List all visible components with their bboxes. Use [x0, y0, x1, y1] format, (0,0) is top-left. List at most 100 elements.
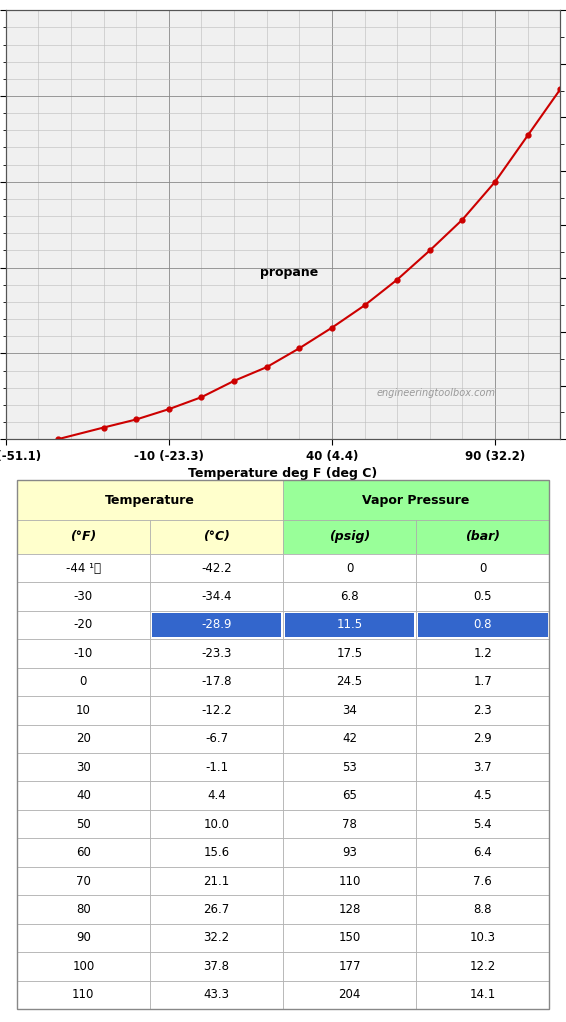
Bar	[150, 753, 283, 782]
Bar	[283, 838, 416, 867]
Bar	[283, 895, 416, 924]
Bar	[150, 895, 283, 924]
Text: -34.4: -34.4	[201, 590, 231, 603]
Bar	[283, 981, 416, 1009]
Bar	[416, 809, 549, 838]
Bar	[17, 924, 150, 953]
Text: 78: 78	[342, 818, 357, 831]
Bar	[152, 613, 281, 637]
Bar	[283, 782, 416, 809]
Text: 60: 60	[76, 846, 91, 860]
Text: 34: 34	[342, 704, 357, 716]
Bar	[17, 667, 150, 696]
Text: -23.3: -23.3	[201, 647, 231, 660]
Text: 14.1: 14.1	[470, 988, 496, 1002]
Bar	[285, 613, 414, 637]
Text: 10: 10	[76, 704, 91, 716]
Text: 7.6: 7.6	[473, 875, 492, 887]
Text: 11.5: 11.5	[337, 618, 363, 632]
Bar	[150, 667, 283, 696]
Bar	[17, 753, 150, 782]
Text: 8.8: 8.8	[473, 903, 492, 916]
Text: 20: 20	[76, 733, 91, 745]
Bar	[17, 838, 150, 867]
Text: (°C): (°C)	[203, 530, 230, 544]
Text: -10: -10	[74, 647, 93, 660]
Bar	[150, 953, 283, 981]
Bar	[283, 480, 549, 520]
Text: 37.8: 37.8	[203, 960, 229, 973]
Text: 3.7: 3.7	[473, 760, 492, 774]
Bar	[283, 554, 416, 583]
Bar	[283, 809, 416, 838]
Text: 40: 40	[76, 789, 91, 802]
Bar	[416, 639, 549, 667]
Bar	[416, 696, 549, 725]
Text: 70: 70	[76, 875, 91, 887]
Bar	[416, 981, 549, 1009]
Text: 110: 110	[338, 875, 361, 887]
Bar	[283, 924, 416, 953]
Bar	[17, 480, 283, 520]
Text: 0: 0	[479, 561, 486, 574]
Bar	[416, 782, 549, 809]
Text: Vapor Pressure: Vapor Pressure	[362, 494, 470, 507]
Bar	[17, 782, 150, 809]
Bar	[150, 981, 283, 1009]
Text: 2.3: 2.3	[473, 704, 492, 716]
Text: 53: 53	[342, 760, 357, 774]
Text: 26.7: 26.7	[203, 903, 230, 916]
Text: engineeringtoolbox.com: engineeringtoolbox.com	[377, 388, 496, 398]
Bar	[150, 782, 283, 809]
Text: 4.5: 4.5	[473, 789, 492, 802]
Text: 42: 42	[342, 733, 357, 745]
Bar	[416, 838, 549, 867]
Text: 12.2: 12.2	[470, 960, 496, 973]
Bar	[150, 838, 283, 867]
Bar	[150, 639, 283, 667]
Bar	[283, 696, 416, 725]
Text: -30: -30	[74, 590, 93, 603]
Text: 0: 0	[80, 676, 87, 689]
Text: 4.4: 4.4	[207, 789, 226, 802]
Text: 50: 50	[76, 818, 91, 831]
Text: -20: -20	[74, 618, 93, 632]
Text: 6.8: 6.8	[340, 590, 359, 603]
Text: 93: 93	[342, 846, 357, 860]
Bar	[17, 725, 150, 753]
Bar	[17, 867, 150, 895]
Text: propane: propane	[260, 266, 319, 279]
Bar	[283, 583, 416, 611]
Bar	[17, 554, 150, 583]
Bar	[17, 639, 150, 667]
Text: 128: 128	[338, 903, 361, 916]
Bar	[17, 953, 150, 981]
Bar	[17, 520, 150, 554]
Bar	[416, 867, 549, 895]
Bar	[283, 667, 416, 696]
Text: -28.9: -28.9	[201, 618, 231, 632]
Text: 204: 204	[338, 988, 361, 1002]
Bar	[416, 895, 549, 924]
Text: 24.5: 24.5	[337, 676, 363, 689]
Bar	[283, 639, 416, 667]
Text: 0.5: 0.5	[473, 590, 492, 603]
Text: 177: 177	[338, 960, 361, 973]
Bar	[17, 895, 150, 924]
Bar	[150, 725, 283, 753]
Text: 100: 100	[72, 960, 95, 973]
Text: 90: 90	[76, 931, 91, 944]
Text: -6.7: -6.7	[205, 733, 228, 745]
Text: Temperature: Temperature	[105, 494, 195, 507]
Bar	[416, 667, 549, 696]
Text: -17.8: -17.8	[201, 676, 231, 689]
Bar	[418, 613, 547, 637]
Bar	[150, 520, 283, 554]
Bar	[150, 924, 283, 953]
Bar	[17, 583, 150, 611]
Bar	[283, 611, 416, 639]
Text: 32.2: 32.2	[203, 931, 229, 944]
Bar	[283, 867, 416, 895]
Text: 10.0: 10.0	[203, 818, 229, 831]
Bar	[283, 753, 416, 782]
